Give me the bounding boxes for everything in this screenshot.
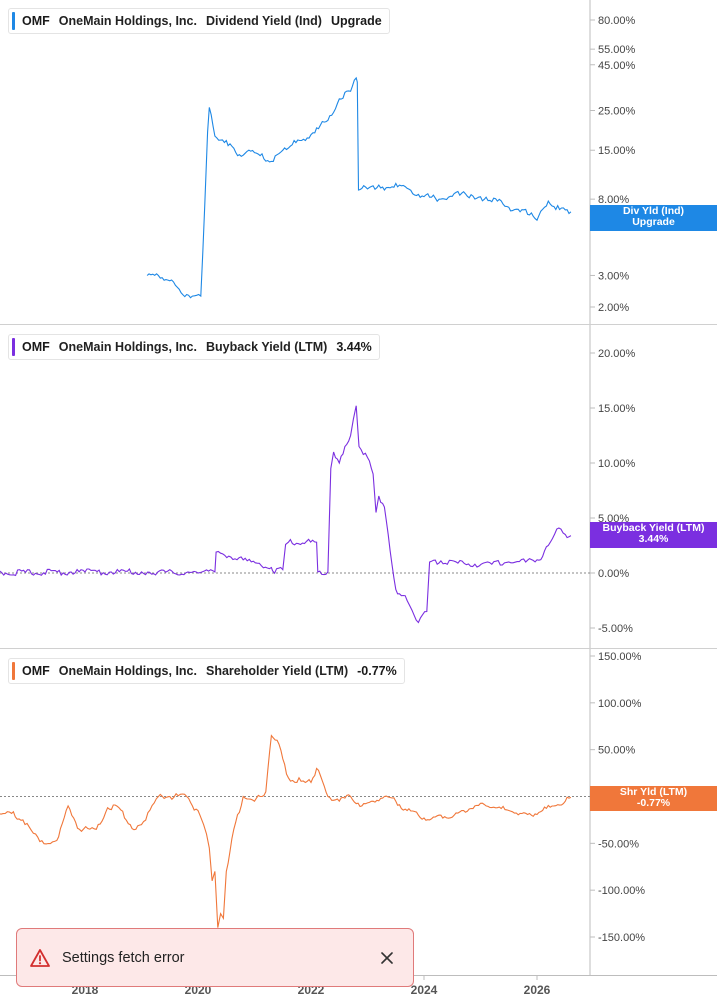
y-tick-label: -150.00%	[598, 932, 645, 944]
y-tick-label: 150.00%	[598, 651, 642, 663]
error-toast: Settings fetch error	[16, 928, 414, 987]
tag-label: Shr Yld (LTM)	[619, 786, 688, 798]
legend-value: -0.77%	[357, 664, 397, 678]
y-tick-label: 15.00%	[598, 403, 636, 415]
legend-company: OneMain Holdings, Inc.	[58, 664, 197, 678]
y-tick-label: 50.00%	[598, 745, 636, 757]
legend-company: OneMain Holdings, Inc.	[58, 14, 197, 28]
tag-dividend-yield: Div Yld (Ind) Upgrade	[590, 205, 717, 231]
legend-company: OneMain Holdings, Inc.	[58, 340, 197, 354]
legend-ticker: OMF	[22, 664, 50, 678]
series-line-dividend-yield	[146, 76, 572, 299]
x-tick-label: 2024	[411, 983, 438, 997]
y-tick-label: 25.00%	[598, 105, 636, 117]
tag-value: Upgrade	[632, 216, 675, 228]
toast-message: Settings fetch error	[62, 949, 185, 966]
close-icon[interactable]	[379, 950, 395, 966]
legend-metric: Buyback Yield (LTM)	[205, 340, 328, 354]
legend-ticker: OMF	[22, 340, 50, 354]
tag-value: -0.77%	[636, 797, 671, 809]
legend-upgrade-link[interactable]: Upgrade	[330, 14, 382, 28]
y-tick-label: 80.00%	[598, 15, 636, 27]
tag-shareholder-yield: Shr Yld (LTM) -0.77%	[590, 786, 717, 811]
y-tick-label: 2.00%	[598, 302, 629, 314]
tag-label: Buyback Yield (LTM)	[602, 522, 705, 534]
y-tick-label: 15.00%	[598, 145, 636, 157]
y-tick-label: 0.00%	[598, 568, 629, 580]
y-tick-label: 45.00%	[598, 60, 636, 72]
series-line-buyback-yield	[0, 405, 572, 624]
legend-metric: Dividend Yield (Ind)	[205, 14, 322, 28]
x-tick-label: 2026	[524, 983, 551, 997]
series-color-swatch	[12, 662, 15, 680]
series-color-swatch	[12, 12, 15, 30]
tag-label: Div Yld (Ind)	[622, 205, 685, 217]
legend-value: 3.44%	[336, 340, 372, 354]
y-tick-label: 3.00%	[598, 270, 629, 282]
y-tick-label: -100.00%	[598, 885, 645, 897]
y-tick-label: -5.00%	[598, 623, 633, 635]
legend-shareholder-yield: OMF OneMain Holdings, Inc. Shareholder Y…	[8, 658, 405, 684]
legend-metric: Shareholder Yield (LTM)	[205, 664, 349, 678]
series-line-shareholder-yield	[0, 734, 572, 928]
tag-value: 3.44%	[638, 533, 669, 545]
warning-icon	[30, 948, 50, 967]
y-tick-label: 10.00%	[598, 458, 636, 470]
y-tick-label: 8.00%	[598, 194, 629, 206]
series-color-swatch	[12, 338, 15, 356]
y-tick-label: -50.00%	[598, 838, 639, 850]
tag-buyback-yield: Buyback Yield (LTM) 3.44%	[590, 522, 717, 548]
legend-dividend-yield: OMF OneMain Holdings, Inc. Dividend Yiel…	[8, 8, 390, 34]
legend-ticker: OMF	[22, 14, 50, 28]
y-tick-label: 55.00%	[598, 44, 636, 56]
legend-buyback-yield: OMF OneMain Holdings, Inc. Buyback Yield…	[8, 334, 380, 360]
y-tick-label: 20.00%	[598, 348, 636, 360]
y-tick-label: 100.00%	[598, 698, 642, 710]
